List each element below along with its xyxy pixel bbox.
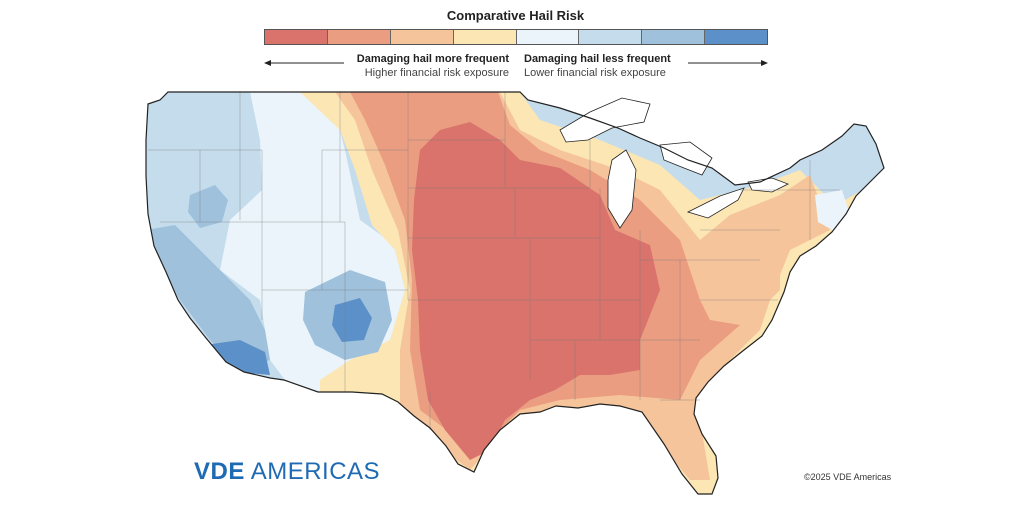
vde-americas-logo: VDE AMERICAS	[194, 458, 380, 486]
us-outline	[145, 91, 885, 495]
zone-northwest	[150, 96, 235, 160]
zone-arizona-lowest	[332, 298, 372, 342]
logo-vde: VDE	[194, 458, 245, 485]
legend-left-subtext: Higher financial risk exposure	[364, 67, 509, 79]
legend-right-heading: Damaging hail less frequent	[524, 53, 671, 65]
zone-oregon-low	[188, 185, 228, 228]
left-arrow-icon	[264, 60, 344, 66]
zone-westcoast-low	[146, 225, 270, 372]
right-arrow-icon	[688, 60, 768, 66]
scale-swatch	[642, 30, 706, 44]
lake-erie	[686, 187, 745, 219]
scale-swatch	[390, 30, 454, 44]
risk-color-scale	[264, 29, 768, 45]
scale-swatch	[327, 30, 391, 44]
scale-swatch	[516, 30, 580, 44]
legend-right-text: Damaging hail less frequent Lower financ…	[524, 52, 671, 80]
scale-swatch	[579, 30, 643, 44]
zone-highest	[412, 122, 660, 460]
zone-midatlantic	[700, 225, 780, 310]
legend-title: Comparative Hail Risk	[446, 8, 585, 23]
lake-superior	[559, 97, 651, 143]
zone-newengland	[820, 128, 884, 200]
zone-socal-lowest	[205, 340, 270, 375]
scale-swatch	[265, 30, 328, 44]
logo-americas: AMERICAS	[250, 458, 381, 485]
copyright-text: ©2025 VDE Americas	[804, 472, 892, 482]
legend-right-subtext: Lower financial risk exposure	[524, 67, 666, 79]
legend-left-heading: Damaging hail more frequent	[356, 53, 509, 65]
state-boundaries	[148, 92, 840, 430]
scale-swatch	[705, 30, 767, 44]
lake-michigan	[607, 149, 637, 229]
legend-left-text: Damaging hail more frequent Higher finan…	[357, 52, 509, 80]
risk-zones	[146, 92, 884, 494]
scale-swatch	[453, 30, 517, 44]
